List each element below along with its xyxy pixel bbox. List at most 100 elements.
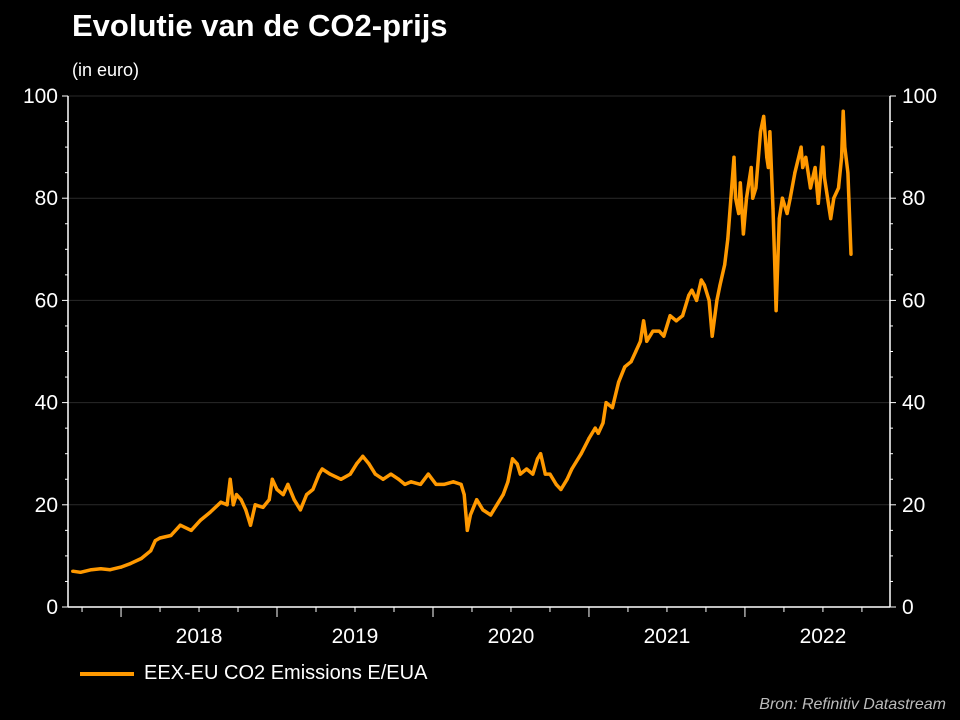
data-point [732, 155, 736, 159]
data-point [836, 186, 841, 190]
data-point [403, 482, 407, 486]
data-point [651, 329, 655, 333]
data-point [281, 492, 285, 497]
data-point [248, 523, 253, 527]
legend-swatch [80, 671, 134, 676]
data-point [225, 503, 229, 507]
data-point [153, 538, 157, 543]
y-tick-label-right: 80 [902, 187, 925, 210]
data-point [298, 508, 303, 512]
data-point [311, 487, 315, 492]
data-point [261, 505, 265, 509]
x-tick-label: 2021 [644, 625, 691, 648]
data-point [843, 145, 847, 149]
data-point [559, 487, 563, 492]
data-point [768, 130, 772, 134]
data-point [339, 477, 343, 481]
y-tick-label-left: 20 [35, 494, 58, 517]
data-point [710, 334, 714, 338]
data-point [267, 498, 271, 502]
data-point [481, 508, 485, 512]
y-tick-label-right: 100 [902, 85, 937, 108]
data-point [108, 568, 112, 572]
data-point [373, 472, 377, 476]
data-point [465, 528, 469, 532]
data-point [751, 196, 755, 200]
data-point [694, 298, 699, 302]
legend-label: EEX-EU CO2 Emissions E/EUA [144, 662, 428, 684]
data-point [397, 477, 401, 481]
data-point [801, 165, 805, 170]
data-point [149, 549, 153, 553]
data-point [554, 482, 558, 486]
data-point [71, 569, 75, 573]
data-point [506, 480, 510, 484]
data-point [780, 196, 784, 200]
data-point [821, 145, 825, 149]
data-point [634, 349, 638, 354]
data-point [758, 130, 763, 134]
data-point [629, 360, 633, 364]
data-point [822, 176, 827, 180]
legend: EEX-EU CO2 Emissions E/EUA [80, 662, 427, 685]
data-point [699, 278, 703, 282]
data-point [270, 477, 274, 481]
data-point [816, 201, 820, 205]
data-point [253, 503, 257, 507]
data-point [777, 217, 781, 221]
data-point [674, 319, 678, 323]
data-point [638, 339, 643, 343]
data-point [690, 288, 694, 292]
data-point [418, 482, 423, 486]
data-point [228, 477, 232, 481]
data-point [169, 533, 173, 538]
data-point [718, 283, 722, 287]
source-note: Bron: Refinitiv Datastream [759, 696, 946, 713]
data-point [518, 472, 522, 476]
y-tick-label-right: 0 [902, 596, 914, 619]
chart-title: Evolutie van de CO2-prijs [72, 8, 448, 43]
data-point [587, 436, 591, 440]
data-point [829, 217, 833, 221]
data-point [749, 165, 753, 170]
data-point [813, 165, 817, 170]
y-tick-label-left: 80 [35, 187, 58, 210]
data-point [765, 155, 769, 159]
data-point [662, 334, 666, 338]
data-point [741, 232, 745, 236]
data-point [623, 365, 627, 369]
data-point [738, 181, 742, 185]
data-point [726, 237, 730, 241]
data-point [234, 492, 239, 497]
data-point [78, 570, 83, 574]
data-point [328, 472, 332, 476]
data-point [99, 567, 103, 571]
data-point [840, 155, 844, 159]
data-point [489, 513, 493, 517]
data-point [459, 482, 463, 486]
data-point [570, 467, 574, 471]
data-point [737, 211, 741, 216]
x-tick-label: 2019 [332, 625, 379, 648]
x-tick-label: 2022 [800, 625, 847, 648]
data-point [788, 196, 792, 200]
data-point [680, 314, 685, 318]
data-point [434, 482, 438, 486]
y-tick-label-right: 20 [902, 494, 925, 517]
data-point [744, 196, 749, 200]
data-point [367, 462, 371, 466]
data-point [231, 503, 235, 507]
y-tick-label-right: 60 [902, 289, 925, 312]
data-point [89, 568, 93, 572]
data-point [501, 492, 505, 497]
data-point [715, 298, 719, 302]
data-point [389, 472, 393, 476]
data-point [139, 556, 143, 561]
data-point [774, 309, 778, 313]
data-point [239, 498, 243, 502]
data-point [531, 472, 535, 476]
data-point [158, 536, 162, 540]
data-point [128, 561, 132, 566]
data-point [754, 186, 758, 190]
data-point [475, 498, 479, 502]
